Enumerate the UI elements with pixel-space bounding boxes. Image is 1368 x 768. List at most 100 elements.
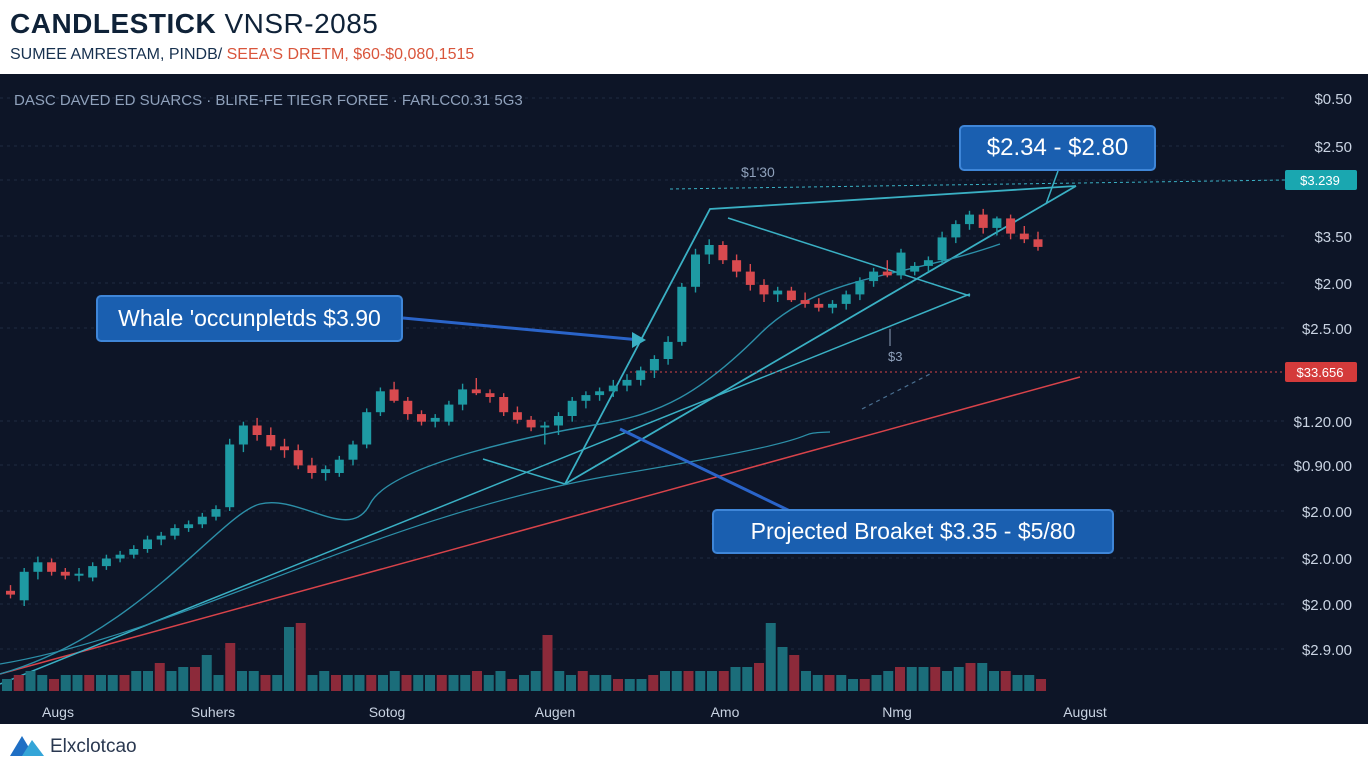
volume-bar — [848, 679, 858, 691]
volume-bar — [495, 671, 506, 691]
projected-bracket-callout: Projected Broaket $3.35 - $5/80 — [712, 509, 1114, 554]
candle-body — [19, 571, 29, 601]
volume-bar — [613, 679, 623, 691]
volume-bar — [765, 623, 776, 691]
candle-body — [526, 419, 536, 428]
volume-bar — [577, 671, 588, 691]
candle-body — [430, 417, 440, 422]
volume-bar — [824, 675, 835, 691]
volume-bar — [871, 675, 882, 691]
candle-body — [882, 271, 892, 276]
volume-bar — [566, 675, 576, 691]
candle-body — [129, 549, 139, 555]
volume-bar — [789, 655, 800, 691]
candle-body — [375, 391, 385, 413]
support-line — [564, 185, 1077, 485]
price-tag — [1285, 170, 1357, 190]
volume-bar — [2, 679, 12, 691]
footer: Elxclotcao — [0, 724, 1368, 768]
volume-bar — [1024, 675, 1035, 691]
x-tick-label: Suhers — [191, 704, 235, 720]
brand-logo-icon — [10, 736, 44, 756]
candle-body — [47, 562, 57, 572]
whale-arrow-head — [632, 332, 646, 348]
candle-body — [649, 359, 659, 371]
volume-bar — [190, 667, 200, 691]
candle-body — [197, 516, 207, 525]
projection-dash — [861, 373, 931, 410]
volume-bar — [965, 663, 976, 691]
candle-body — [184, 524, 194, 529]
price-range-callout: $2.34 - $2.80 — [959, 125, 1156, 171]
candle-body — [869, 271, 879, 282]
y-tick-label: $2.0.00 — [1302, 597, 1352, 614]
candle-body — [101, 558, 111, 567]
candle-body — [896, 252, 906, 276]
volume-bar — [648, 675, 659, 691]
volume-bar — [660, 671, 670, 691]
candle-body — [471, 389, 481, 394]
candle-body — [362, 412, 372, 445]
candle-body — [348, 444, 358, 460]
candle-body — [444, 404, 454, 422]
x-tick-label: Nmg — [882, 704, 912, 720]
volume-bar — [636, 679, 647, 691]
whale-connector — [402, 316, 641, 342]
candle-body — [718, 245, 728, 261]
volume-bar — [307, 675, 318, 691]
candle-body — [266, 435, 276, 447]
candle-body — [321, 469, 331, 473]
volume-bar — [143, 671, 153, 691]
volume-bar — [366, 675, 377, 691]
volume-bar — [389, 671, 400, 691]
volume-bar — [131, 671, 142, 691]
volume-bar — [460, 675, 471, 691]
volume-bar — [178, 667, 189, 691]
volume-bar — [977, 663, 988, 691]
volume-bar — [295, 623, 306, 691]
candle-body — [567, 400, 577, 416]
volume-bar — [683, 671, 694, 691]
x-tick-label: August — [1063, 704, 1107, 720]
y-tick-label: $1.20.00 — [1294, 414, 1352, 431]
volume-bar — [989, 671, 999, 691]
chart-subtitle: SUMEE AMRESTAM, PINDB/ SEEA'S DRETM, $60… — [10, 46, 475, 63]
volume-bar — [49, 679, 59, 691]
volume-bar — [119, 675, 130, 691]
y-tick-label: $3.50 — [1314, 229, 1352, 246]
small-price-label: $1'30 — [741, 164, 775, 180]
whale-callout: Whale 'occunpletds $3.90 — [96, 295, 403, 342]
candle-body — [786, 290, 796, 301]
volume-bar — [918, 667, 929, 691]
volume-bar — [930, 667, 941, 691]
volume-bar — [601, 675, 612, 691]
volume-bar — [84, 675, 95, 691]
candle-body — [608, 385, 618, 392]
candle-body — [855, 281, 865, 295]
candle-body — [951, 224, 961, 238]
volume-bar — [507, 679, 518, 691]
price-tag — [1285, 362, 1357, 382]
volume-bar — [213, 675, 224, 691]
candle-body — [554, 416, 563, 426]
volume-bar — [801, 671, 811, 691]
candlestick-chart: $0.50$2.50$3.20$3.50$2.00$2.5.00$1.20.00… — [0, 91, 1357, 720]
candle-body — [115, 554, 125, 559]
volume-bar — [953, 667, 964, 691]
candle-body — [745, 271, 755, 285]
small-price-label: $3 — [888, 349, 902, 364]
candle-body — [814, 303, 824, 308]
volume-bar — [331, 675, 341, 691]
candle-body — [704, 245, 714, 255]
y-tick-label: $2.0.00 — [1302, 551, 1352, 568]
volume-bar — [742, 667, 753, 691]
candle-body — [800, 300, 810, 304]
volume-bar — [589, 675, 600, 691]
candle-body — [33, 562, 43, 572]
price-tag-label: $3.239 — [1300, 173, 1340, 188]
candle-body — [293, 450, 303, 466]
volume-bar — [284, 627, 294, 691]
candle-body — [88, 566, 98, 578]
candle-body — [485, 393, 495, 397]
candle-body — [636, 370, 646, 380]
